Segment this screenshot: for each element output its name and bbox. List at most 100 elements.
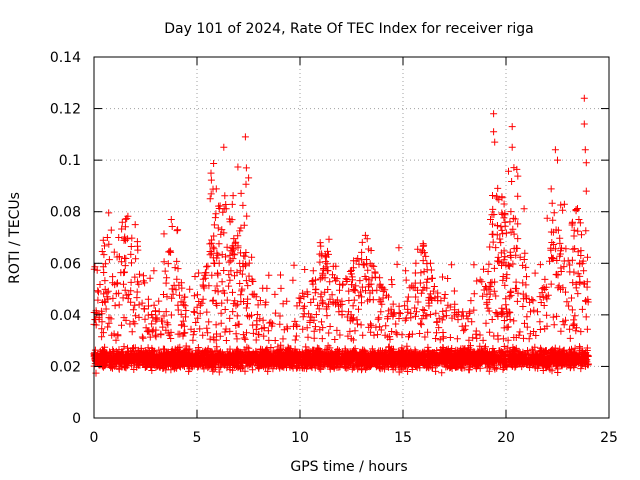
data-point: [209, 254, 217, 262]
data-point: [354, 365, 362, 373]
data-point: [462, 322, 470, 330]
data-point: [514, 289, 522, 297]
data-point: [498, 311, 506, 319]
data-point: [221, 192, 229, 200]
data-point: [448, 314, 456, 322]
data-point: [414, 298, 422, 306]
data-point: [181, 293, 189, 301]
data-point: [326, 278, 334, 286]
data-point: [582, 227, 590, 235]
data-point: [219, 208, 227, 216]
data-point: [98, 248, 106, 255]
data-point: [523, 313, 531, 321]
data-point: [207, 190, 215, 198]
data-point: [485, 307, 493, 315]
data-point: [459, 312, 467, 320]
data-point: [552, 226, 560, 234]
data-point: [520, 256, 528, 263]
data-point: [312, 323, 319, 331]
data-point: [381, 331, 389, 339]
data-point: [432, 367, 440, 375]
data-point: [128, 234, 136, 242]
data-point: [396, 310, 404, 317]
data-point: [127, 278, 135, 286]
data-point: [351, 327, 359, 335]
data-point: [199, 331, 207, 339]
data-point: [221, 328, 229, 336]
data-point: [228, 200, 236, 208]
data-point: [248, 311, 255, 319]
data-point: [499, 335, 507, 343]
data-point: [283, 297, 291, 305]
data-point: [315, 305, 323, 313]
data-point: [254, 301, 262, 309]
data-point: [559, 206, 567, 214]
data-point: [544, 291, 552, 299]
data-point: [153, 359, 161, 367]
data-point: [489, 220, 496, 228]
data-point: [436, 354, 444, 362]
data-point: [405, 333, 412, 341]
data-point: [318, 335, 326, 343]
data-point: [226, 251, 234, 259]
data-point: [299, 289, 307, 297]
data-point: [470, 290, 478, 298]
data-point: [219, 287, 227, 295]
data-point: [195, 298, 203, 305]
data-point: [249, 329, 257, 337]
data-point: [162, 326, 170, 334]
data-point: [529, 297, 537, 305]
data-point: [326, 323, 334, 330]
data-point: [506, 218, 514, 226]
data-point: [304, 290, 312, 298]
data-point: [237, 291, 245, 299]
data-point: [566, 325, 574, 333]
data-point: [346, 327, 354, 335]
data-point: [343, 313, 351, 321]
data-point: [450, 287, 458, 295]
data-point: [367, 328, 375, 336]
data-point: [498, 209, 506, 217]
data-point: [513, 165, 521, 173]
data-point: [453, 335, 461, 343]
data-point: [305, 310, 313, 318]
data-point: [309, 267, 317, 275]
data-point: [105, 319, 113, 327]
data-point: [286, 345, 294, 353]
data-point: [173, 364, 181, 372]
data-point: [516, 253, 524, 261]
data-point: [366, 260, 374, 268]
data-point: [404, 293, 412, 301]
data-point: [519, 261, 527, 269]
data-point: [243, 329, 250, 337]
data-point: [159, 355, 166, 363]
data-point: [134, 246, 142, 254]
data-point: [531, 269, 539, 277]
data-point: [272, 309, 280, 317]
data-point: [118, 321, 125, 329]
data-point: [211, 354, 219, 361]
data-point: [252, 325, 260, 333]
data-point: [479, 336, 487, 344]
data-point: [543, 295, 551, 303]
data-point: [127, 298, 135, 306]
data-point: [367, 320, 374, 328]
data-point: [436, 336, 444, 344]
data-point: [355, 305, 362, 313]
data-point: [216, 332, 224, 340]
data-point: [566, 361, 574, 368]
data-point: [430, 351, 438, 359]
data-point: [201, 269, 209, 277]
data-point: [569, 245, 577, 253]
data-point: [529, 358, 537, 366]
data-point: [124, 295, 132, 303]
data-point: [325, 235, 333, 243]
data-point: [356, 277, 364, 285]
data-point: [258, 360, 266, 368]
data-point: [298, 352, 306, 360]
data-point: [364, 352, 372, 360]
data-point: [439, 307, 447, 315]
data-point: [348, 281, 355, 289]
data-point: [226, 314, 234, 322]
data-point: [553, 257, 561, 264]
